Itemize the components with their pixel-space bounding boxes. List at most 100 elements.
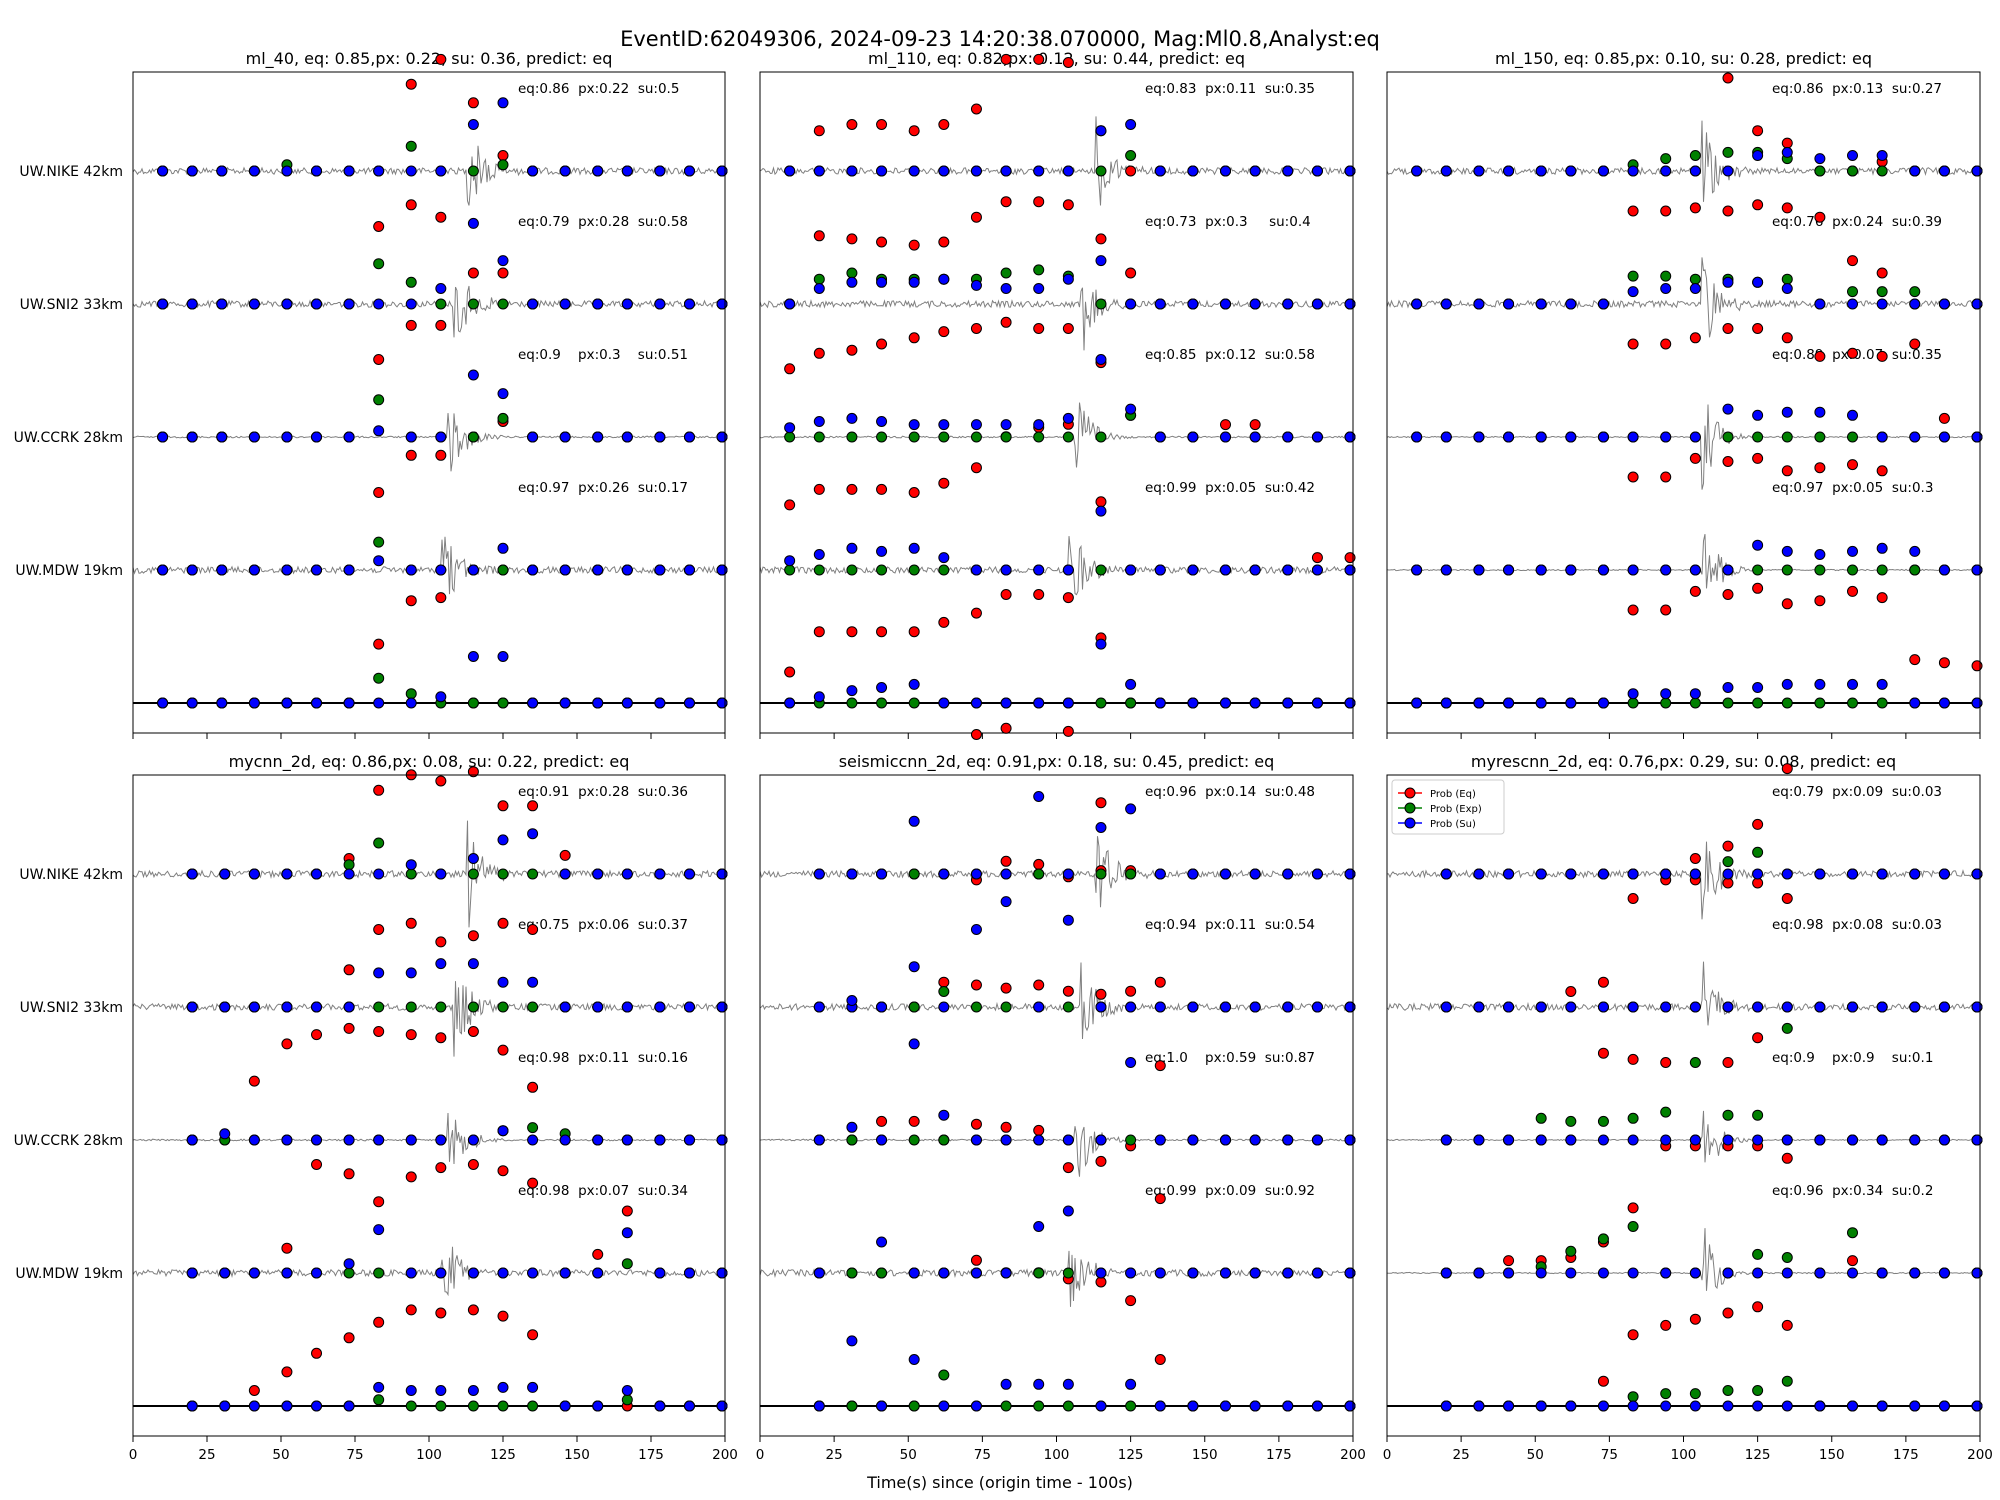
su-point xyxy=(186,298,198,310)
su-point xyxy=(1282,564,1294,576)
su-point xyxy=(1689,1134,1701,1146)
su-point xyxy=(1938,1400,1950,1412)
su-point xyxy=(1154,564,1166,576)
waveform-trace xyxy=(1386,533,1980,589)
su-point xyxy=(716,431,728,443)
su-point xyxy=(1627,1001,1639,1013)
panel-title: myrescnn_2d, eq: 0.76,px: 0.29, su: 0.08… xyxy=(1471,752,1896,772)
su-point xyxy=(1535,697,1547,709)
exp-point xyxy=(1689,697,1701,709)
su-point xyxy=(1095,822,1107,833)
eq-point xyxy=(1033,1124,1045,1136)
exp-point xyxy=(1876,697,1888,709)
su-point xyxy=(1781,545,1793,557)
eq-point xyxy=(1062,323,1074,334)
su-point xyxy=(970,924,982,935)
exp-point xyxy=(1627,270,1639,282)
su-point xyxy=(1597,1134,1609,1146)
eq-point xyxy=(1722,1307,1734,1319)
su-point xyxy=(559,1134,571,1146)
eq-point xyxy=(1847,459,1859,471)
su-point xyxy=(405,1267,417,1279)
su-point xyxy=(938,868,950,880)
exp-point xyxy=(938,1369,950,1381)
eq-point xyxy=(1660,471,1672,483)
probability-annotation: eq:0.79 px:0.09 su:0.03 xyxy=(1772,784,1942,800)
eq-point xyxy=(1722,456,1734,467)
exp-point xyxy=(621,1394,633,1406)
su-point xyxy=(1847,298,1859,310)
su-point xyxy=(219,1001,231,1013)
su-point xyxy=(1565,1001,1577,1013)
su-point xyxy=(1876,1134,1888,1146)
waveform-trace xyxy=(1387,841,1980,920)
su-point xyxy=(1627,1134,1639,1146)
su-point xyxy=(157,697,169,709)
su-point xyxy=(1503,697,1515,709)
su-point xyxy=(1125,1267,1137,1279)
eq-point xyxy=(1597,1375,1609,1387)
probability-annotation: eq:0.94 px:0.11 su:0.54 xyxy=(1145,917,1315,933)
exp-point xyxy=(1752,1248,1764,1260)
exp-point xyxy=(497,868,509,880)
su-point xyxy=(559,1267,571,1279)
eq-point xyxy=(784,363,796,375)
su-point xyxy=(1660,1400,1672,1412)
exp-point xyxy=(497,298,509,310)
eq-point xyxy=(373,1026,385,1037)
su-point xyxy=(1187,165,1199,177)
eq-point xyxy=(970,979,982,991)
waveform-trace xyxy=(132,981,725,1057)
su-point xyxy=(716,1400,728,1412)
eq-point xyxy=(435,1307,447,1319)
exp-point xyxy=(1062,1400,1074,1412)
su-point xyxy=(970,1134,982,1146)
su-point xyxy=(559,697,571,709)
exp-point xyxy=(497,1400,509,1412)
su-point xyxy=(1876,1400,1888,1412)
su-point xyxy=(559,298,571,310)
exp-point xyxy=(1660,697,1672,709)
su-point xyxy=(1095,505,1107,517)
su-point xyxy=(1000,896,1012,908)
su-point xyxy=(1597,868,1609,880)
eq-point xyxy=(1095,988,1107,1000)
su-point xyxy=(1249,697,1261,709)
su-point xyxy=(683,697,695,709)
eq-point xyxy=(1344,552,1356,564)
x-tick-label: 25 xyxy=(826,1447,843,1463)
su-point xyxy=(559,165,571,177)
su-point xyxy=(1440,1400,1452,1412)
eq-point xyxy=(497,917,509,929)
su-point xyxy=(1033,419,1045,431)
su-point xyxy=(1627,431,1639,443)
su-point xyxy=(1473,1267,1485,1279)
su-point xyxy=(1689,165,1701,177)
su-point xyxy=(1311,697,1323,709)
su-point xyxy=(1535,1134,1547,1146)
su-point xyxy=(1311,1134,1323,1146)
exp-point xyxy=(1752,846,1764,858)
eq-point xyxy=(846,483,858,495)
eq-point xyxy=(435,211,447,223)
waveform-trace xyxy=(759,287,1353,351)
su-point xyxy=(716,1134,728,1146)
exp-point xyxy=(876,431,888,443)
su-point xyxy=(621,564,633,576)
eq-point xyxy=(1752,818,1764,830)
eq-point xyxy=(373,784,385,796)
eq-point xyxy=(846,626,858,638)
su-point xyxy=(876,165,888,177)
station-label: UW.SNI2 33km xyxy=(20,1000,123,1016)
panel-title: seismiccnn_2d, eq: 0.91,px: 0.18, su: 0.… xyxy=(839,752,1275,772)
su-point xyxy=(1473,298,1485,310)
exp-point xyxy=(1752,564,1764,576)
station-label: UW.CCRK 28km xyxy=(14,1133,123,1149)
exp-point xyxy=(1847,431,1859,443)
exp-point xyxy=(1781,1252,1793,1263)
su-point xyxy=(1909,431,1921,443)
su-point xyxy=(467,119,479,130)
su-point xyxy=(219,1267,231,1279)
exp-point xyxy=(527,1122,539,1134)
su-point xyxy=(1187,564,1199,576)
